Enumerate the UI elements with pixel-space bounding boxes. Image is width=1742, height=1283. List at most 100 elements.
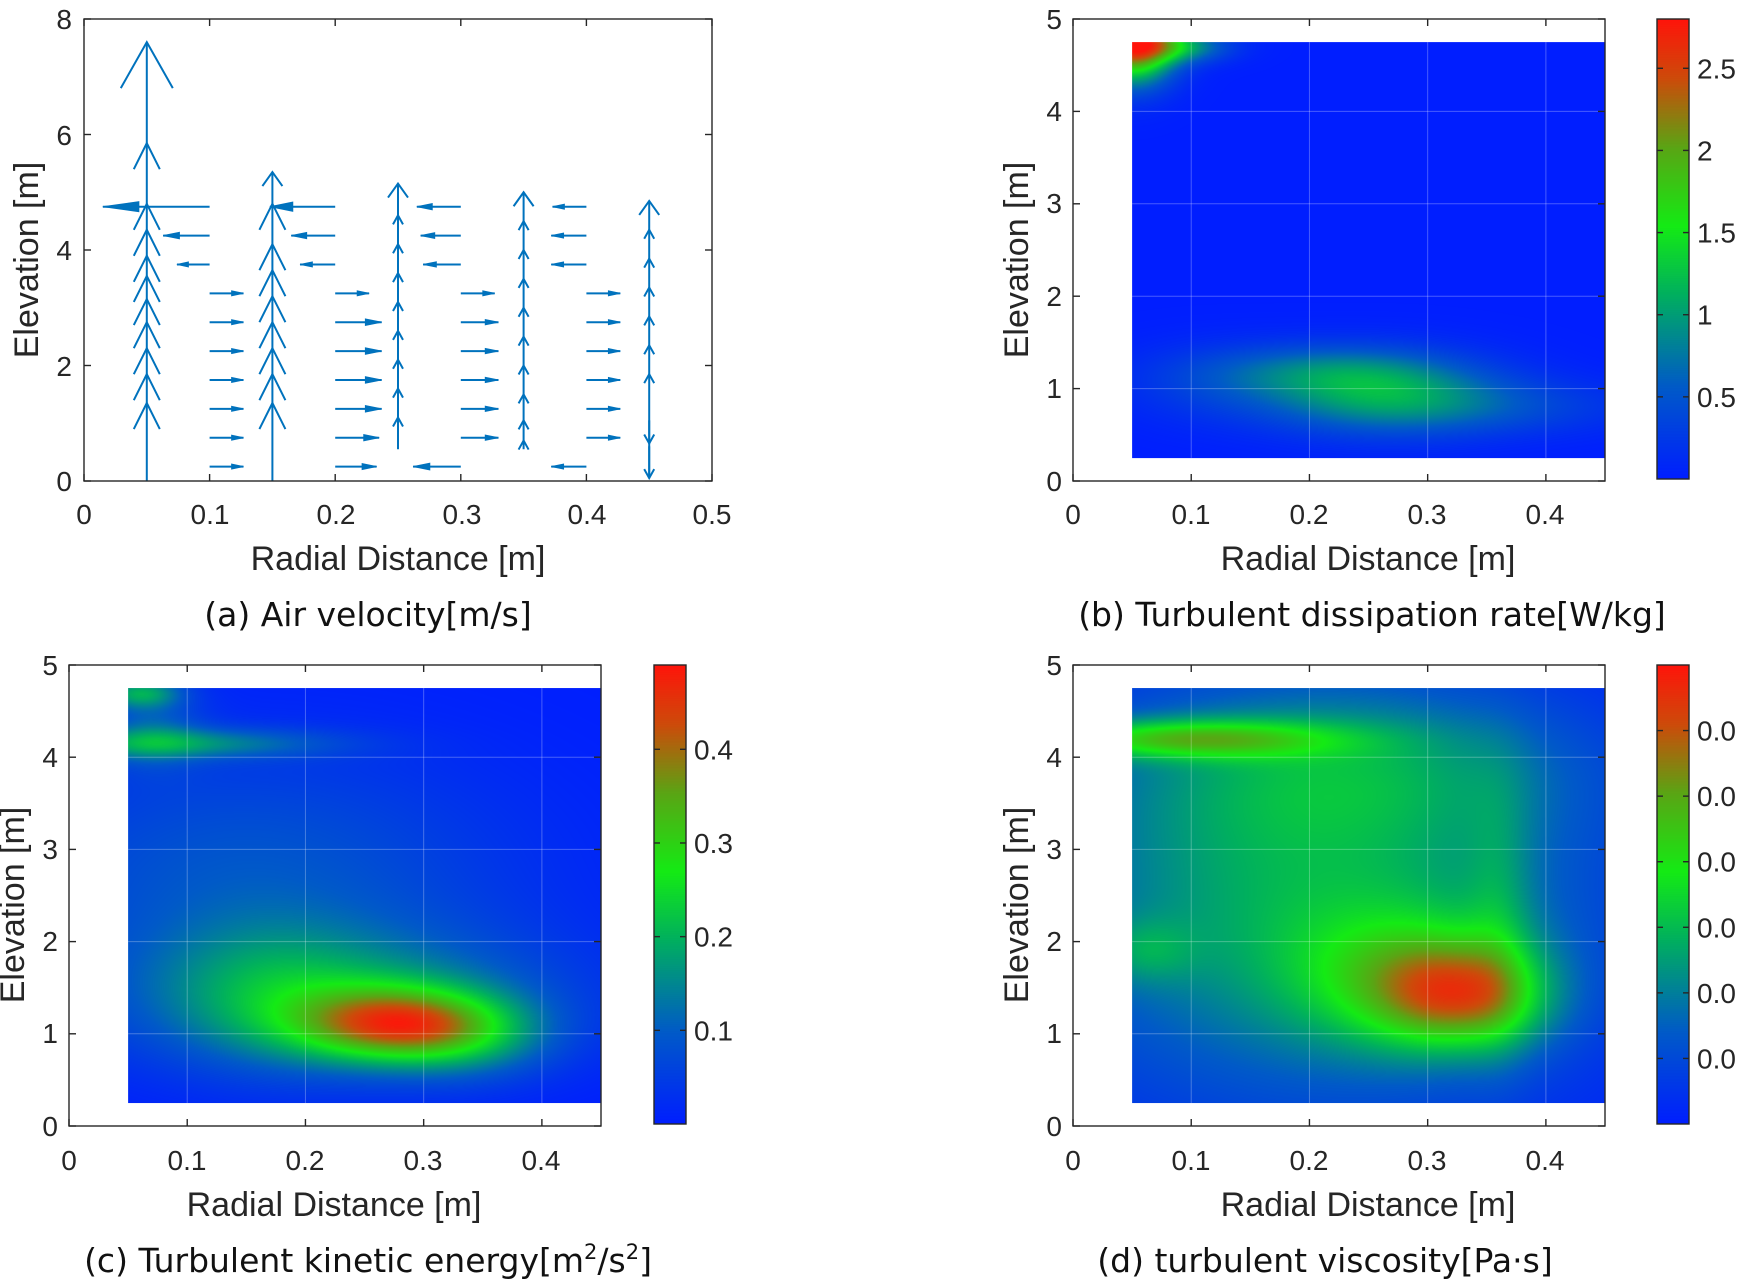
xtick-label: 0.3 xyxy=(1408,1145,1447,1176)
ytick-label: 0 xyxy=(1046,1111,1062,1142)
velocity-arrow-head xyxy=(643,285,656,298)
ytick-label: 3 xyxy=(1046,188,1062,219)
ytick-label: 4 xyxy=(56,235,72,266)
velocity-arrow-head xyxy=(643,314,656,326)
xtick-label: 0 xyxy=(76,499,92,530)
panel-d-turbulent-viscosity: 0 1 2 3 4 5 0 0.1 0.2 0.3 0.4 Radial Dis… xyxy=(998,650,1736,1280)
colorbar-tick-label: 0.1 xyxy=(694,1015,733,1046)
velocity-arrow-head xyxy=(392,213,404,225)
xtick-label: 0.2 xyxy=(1290,1145,1329,1176)
velocity-arrow-head xyxy=(484,434,499,441)
heatmap-field xyxy=(128,688,602,1104)
ytick-label: 5 xyxy=(1046,650,1062,681)
velocity-arrow-head xyxy=(416,203,433,211)
x-axis-label: Radial Distance [m] xyxy=(251,540,546,578)
velocity-arrow-head xyxy=(607,319,621,326)
axes-frame xyxy=(1072,18,1606,482)
velocity-arrow-head xyxy=(392,271,404,283)
velocity-arrow-head xyxy=(551,463,565,470)
velocity-arrow-head xyxy=(387,181,409,199)
velocity-arrow-head xyxy=(392,386,404,399)
velocity-arrow-head xyxy=(482,290,495,297)
velocity-arrow-head xyxy=(517,247,530,260)
colorbar-tick-label: 2 xyxy=(1697,135,1713,166)
velocity-arrow-head xyxy=(163,231,180,240)
panel-caption: (a) Air velocity[m/s] xyxy=(204,595,531,634)
caption-text: ] xyxy=(639,1241,652,1280)
velocity-arrow-head xyxy=(484,318,499,326)
ytick-label: 2 xyxy=(56,351,72,382)
velocity-arrow-head xyxy=(356,290,370,297)
xtick-label: 0 xyxy=(61,1145,77,1176)
velocity-arrow-head xyxy=(364,347,382,355)
caption-text: (c) Turbulent kinetic energy[m xyxy=(84,1241,584,1280)
velocity-arrow-head xyxy=(643,468,656,481)
xtick-label: 0.3 xyxy=(443,499,482,530)
velocity-arrow-head xyxy=(231,434,244,441)
xtick-label: 0 xyxy=(1065,499,1081,530)
panel-a-air-velocity: 0 2 4 6 8 0 0.1 0.2 0.3 0.4 0.5 Radial D… xyxy=(8,4,731,634)
panel-c-kinetic-energy: 0 1 2 3 4 5 0 0.1 0.2 0.3 0.4 Radial Dis… xyxy=(0,650,733,1280)
velocity-arrow-head xyxy=(132,140,161,170)
velocity-arrow-head xyxy=(132,319,161,349)
velocity-arrow-head xyxy=(484,376,499,384)
ytick-label: 4 xyxy=(1046,742,1062,773)
colorbar-gradient xyxy=(1657,665,1689,1124)
colorbar-tick-label: 0.0 xyxy=(1697,1043,1736,1074)
velocity-arrow-head xyxy=(517,334,530,347)
caption-superscript: 2 xyxy=(584,1240,597,1264)
velocity-arrow-head xyxy=(132,371,161,401)
velocity-arrow-head xyxy=(258,293,287,323)
colorbar-gradient xyxy=(1657,19,1689,479)
velocity-arrow-head xyxy=(392,242,404,254)
colorbar-frame xyxy=(653,664,687,1125)
velocity-arrow-head xyxy=(423,261,437,268)
xtick-label: 0.3 xyxy=(404,1145,443,1176)
velocity-arrow-head xyxy=(231,405,244,412)
colorbar-tick-label: 0.0 xyxy=(1697,847,1736,878)
velocity-arrow-head xyxy=(258,319,287,349)
velocity-arrow-head xyxy=(261,170,284,187)
velocity-arrow-head xyxy=(420,232,436,239)
velocity-arrow-head xyxy=(607,434,621,441)
velocity-arrow-head xyxy=(638,199,661,216)
axes-frame xyxy=(68,664,602,1127)
y-axis-label: Elevation [m] xyxy=(998,807,1036,1004)
velocity-arrow-head xyxy=(551,261,565,268)
velocity-arrow-head xyxy=(607,347,621,355)
ytick-label: 1 xyxy=(42,1018,58,1049)
velocity-arrow-head xyxy=(176,261,189,268)
ytick-label: 8 xyxy=(56,4,72,35)
velocity-arrow-head xyxy=(392,415,404,427)
x-axis-label: Radial Distance [m] xyxy=(1221,1186,1516,1224)
ytick-label: 2 xyxy=(1046,926,1062,957)
velocity-arrow-head xyxy=(551,232,565,239)
velocity-arrow-head xyxy=(517,363,530,375)
xtick-label: 0.4 xyxy=(522,1145,561,1176)
velocity-arrow-head xyxy=(132,227,161,257)
ytick-label: 4 xyxy=(1046,96,1062,127)
caption-text: /s xyxy=(597,1241,625,1280)
colorbar-tick-label: 0.0 xyxy=(1697,912,1736,943)
y-axis-label: Elevation [m] xyxy=(998,162,1036,359)
velocity-arrow-head xyxy=(484,347,499,355)
xtick-label: 0.2 xyxy=(317,499,356,530)
velocity-arrow-head xyxy=(607,376,621,384)
velocity-arrow-head xyxy=(132,400,161,430)
ytick-label: 3 xyxy=(42,834,58,865)
velocity-arrow-head xyxy=(132,296,161,326)
velocity-arrow-head xyxy=(643,343,656,355)
velocity-arrow-head xyxy=(517,219,530,231)
velocity-arrow-head xyxy=(231,463,244,470)
ytick-label: 1 xyxy=(1046,1018,1062,1049)
colorbar-gradient xyxy=(654,665,686,1124)
y-axis-label: Elevation [m] xyxy=(0,807,32,1004)
ytick-label: 2 xyxy=(42,926,58,957)
ytick-label: 5 xyxy=(42,650,58,681)
xtick-label: 0.1 xyxy=(1172,499,1211,530)
velocity-arrow-head xyxy=(132,345,161,375)
colorbar-tick-label: 0.0 xyxy=(1697,978,1736,1009)
velocity-arrow-head xyxy=(392,299,404,312)
colorbar-tick-label: 0.0 xyxy=(1697,716,1736,747)
xtick-label: 0.1 xyxy=(1172,1145,1211,1176)
